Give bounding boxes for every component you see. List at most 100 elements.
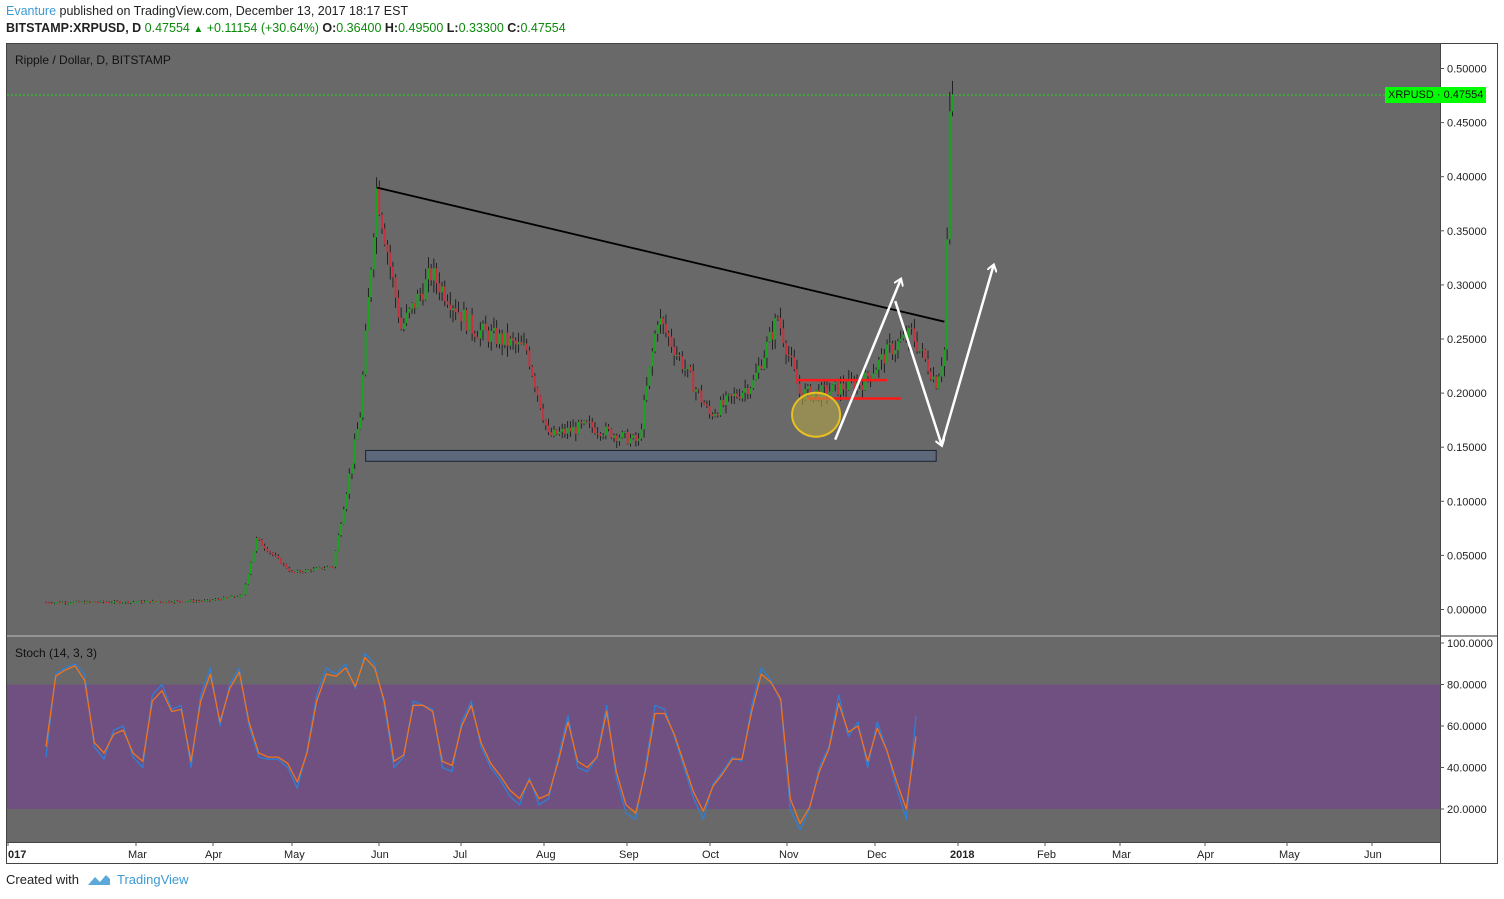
- candle-up: [129, 602, 132, 604]
- candle-up: [714, 414, 717, 417]
- candle-up: [110, 602, 113, 604]
- time-tick-label: Jun: [371, 849, 389, 861]
- price-axis[interactable]: [1440, 44, 1498, 842]
- candle-down: [389, 252, 392, 267]
- candle-down: [209, 599, 212, 601]
- tradingview-link[interactable]: TradingView: [116, 872, 189, 887]
- candle-up: [462, 309, 465, 322]
- candle-down: [634, 435, 637, 441]
- candle-up: [56, 602, 59, 604]
- highlight-circle: [791, 391, 842, 438]
- candle-up: [195, 601, 198, 603]
- candle-up: [323, 567, 326, 569]
- candle-down: [798, 383, 801, 394]
- candle-down: [730, 394, 733, 396]
- time-axis[interactable]: [7, 842, 1440, 864]
- candle-down: [381, 214, 384, 229]
- time-tick-label: May: [1279, 849, 1300, 861]
- published-text: published on TradingView.com, December 1…: [59, 4, 409, 18]
- stoch-tick-label: 60.0000: [1447, 721, 1487, 733]
- candle-down: [520, 341, 523, 345]
- candle-down: [465, 309, 468, 331]
- candle-up: [165, 601, 168, 603]
- candle-down: [277, 555, 280, 559]
- projection-arrow: [894, 300, 941, 445]
- candle-down: [263, 545, 266, 549]
- candle-down: [50, 603, 53, 605]
- candle-up: [236, 596, 239, 598]
- candle-up: [834, 382, 837, 385]
- candle-down: [563, 428, 566, 434]
- candle-up: [877, 359, 880, 370]
- candle-up: [241, 594, 244, 596]
- candle-up: [67, 603, 70, 605]
- projection-arrow: [834, 279, 901, 441]
- price-tick-label: 0.00000: [1447, 605, 1487, 617]
- trendline: [376, 186, 945, 323]
- candle-up: [604, 426, 607, 436]
- candle-down: [102, 601, 105, 603]
- candle-down: [258, 537, 261, 540]
- candle-down: [219, 599, 222, 601]
- candle-down: [708, 405, 711, 415]
- candle-down: [935, 376, 938, 389]
- candle-down: [310, 569, 313, 571]
- candle-down: [45, 602, 48, 604]
- candle-up: [86, 601, 89, 604]
- time-tick-label: 2018: [950, 849, 974, 861]
- candle-up: [757, 365, 760, 373]
- last-price: 0.47554: [144, 21, 190, 35]
- candle-up: [61, 602, 64, 604]
- candle-down: [225, 597, 228, 599]
- candle-up: [831, 384, 834, 392]
- candle-up: [203, 600, 206, 602]
- last-price-tag: XRPUSD · 0.47554: [1385, 86, 1487, 103]
- candle-down: [116, 601, 119, 603]
- candle-down: [703, 402, 706, 405]
- candle-down: [678, 354, 681, 357]
- candle-up: [946, 239, 949, 350]
- candle-down: [148, 600, 151, 603]
- candle-down: [771, 331, 774, 340]
- candle-up: [247, 573, 250, 585]
- high-label: H:: [384, 21, 399, 35]
- candle-up: [405, 312, 408, 324]
- time-tick-label: Dec: [867, 849, 887, 861]
- candle-up: [468, 314, 471, 331]
- candle-up: [427, 268, 430, 280]
- time-tick-label: Oct: [702, 849, 719, 861]
- low-label: L:: [446, 21, 459, 35]
- annotations: [365, 186, 994, 462]
- candle-up: [184, 601, 187, 603]
- price-change: +0.11154 (+30.64%): [206, 21, 319, 35]
- candle-up: [230, 596, 233, 598]
- candle-up: [69, 602, 72, 604]
- candle-up: [482, 323, 485, 331]
- candle-up: [342, 509, 345, 524]
- candle-down: [108, 602, 111, 604]
- indicator-title: Stoch (14, 3, 3): [15, 646, 98, 660]
- candle-down: [397, 297, 400, 318]
- candle-down: [192, 600, 195, 602]
- candle-up: [768, 331, 771, 342]
- candle-down: [443, 286, 446, 302]
- candle-down: [593, 427, 596, 434]
- candle-down: [438, 283, 441, 293]
- candle-down: [97, 602, 100, 604]
- candle-up: [187, 601, 190, 603]
- candles: [7, 80, 1440, 605]
- candle-up: [733, 393, 736, 396]
- price-tick-label: 0.35000: [1447, 226, 1487, 238]
- price-tick-label: 0.30000: [1447, 280, 1487, 292]
- candle-down: [449, 304, 452, 311]
- author-link[interactable]: Evanture: [6, 4, 57, 18]
- main-pane[interactable]: [7, 44, 1440, 635]
- candle-down: [514, 340, 517, 345]
- header-line-1: Evanture published on TradingView.com, D…: [6, 3, 566, 20]
- candle-down: [217, 599, 220, 601]
- candle-down: [512, 338, 515, 341]
- candle-down: [269, 551, 272, 553]
- candle-up: [498, 333, 501, 345]
- candle-down: [285, 564, 288, 569]
- candle-down: [200, 601, 203, 603]
